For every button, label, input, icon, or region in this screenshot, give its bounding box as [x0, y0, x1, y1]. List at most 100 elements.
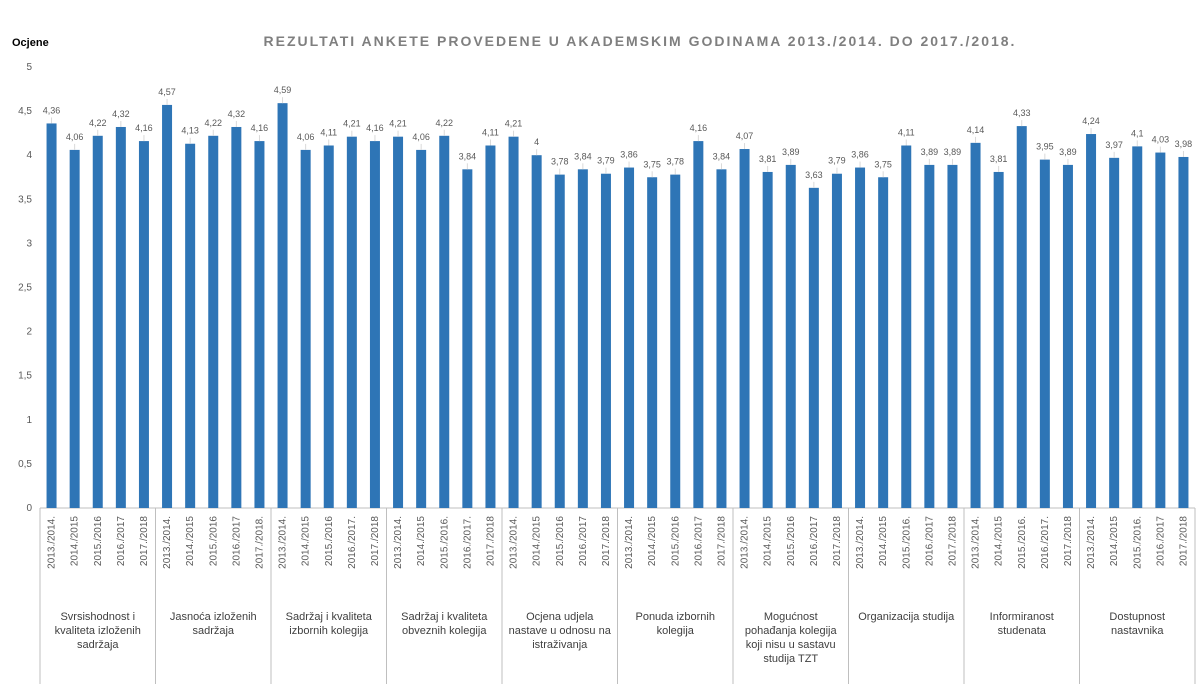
bar — [785, 164, 796, 509]
value-label: 3,78 — [666, 157, 684, 167]
bar — [1109, 157, 1120, 508]
value-label: 4,07 — [736, 131, 754, 141]
x-tick-label: 2015./2016 — [555, 516, 566, 566]
value-label: 3,95 — [1036, 142, 1054, 152]
value-label: 4,16 — [690, 123, 708, 133]
x-tick-label: 2015./2016. — [901, 516, 912, 569]
y-tick-label: 2 — [26, 327, 32, 338]
value-label: 3,79 — [828, 156, 846, 166]
value-label: 4,16 — [366, 123, 384, 133]
x-tick-label: 2016./2017 — [1155, 516, 1166, 566]
value-label: 4,06 — [66, 132, 84, 142]
group-label: Organizacija studija — [858, 611, 955, 623]
bar — [92, 135, 103, 508]
value-label: 3,75 — [874, 159, 892, 169]
bar — [508, 136, 519, 509]
x-tick-label: 2017./2018 — [832, 516, 843, 566]
value-label: 4,14 — [967, 125, 985, 135]
bar — [808, 187, 819, 509]
value-label: 3,84 — [713, 151, 731, 161]
value-label: 3,78 — [551, 157, 569, 167]
value-label: 3,75 — [643, 159, 661, 169]
bar — [162, 104, 173, 509]
x-tick-label: 2014./2015 — [416, 516, 427, 566]
value-label: 3,84 — [574, 151, 592, 161]
bar — [577, 169, 588, 508]
bar — [277, 103, 288, 509]
bar — [716, 169, 727, 508]
bar — [855, 167, 866, 508]
x-tick-label: 2013./2014. — [624, 516, 635, 569]
group-label: Mogućnost pohađanja kolegija koji nisu u… — [744, 611, 837, 665]
value-label: 4 — [534, 137, 539, 147]
bar — [231, 126, 242, 508]
value-label: 3,89 — [782, 147, 800, 157]
bar — [323, 145, 334, 509]
value-label: 4,1 — [1131, 128, 1144, 138]
bar — [393, 136, 404, 509]
group-label: Sadržaj i kvaliteta izbornih kolegija — [285, 611, 372, 637]
value-label: 3,89 — [944, 147, 962, 157]
x-tick-label: 2014./2015 — [1109, 516, 1120, 566]
value-label: 3,84 — [459, 151, 477, 161]
group-label: Svrsishodnost i kvaliteta izloženih sadr… — [54, 611, 141, 651]
bar — [1178, 156, 1189, 509]
bar — [115, 126, 126, 508]
y-tick-label: 4 — [26, 150, 32, 161]
value-label: 4,16 — [135, 123, 153, 133]
x-tick-label: 2016./2017. — [1040, 516, 1051, 569]
value-label: 4,59 — [274, 85, 292, 95]
value-label: 4,22 — [435, 118, 453, 128]
x-tick-label: 2013./2014. — [393, 516, 404, 569]
bar — [208, 135, 219, 508]
value-label: 3,81 — [990, 154, 1008, 164]
value-label: 4,11 — [320, 127, 337, 137]
y-tick-label: 5 — [26, 62, 32, 73]
bar — [739, 149, 750, 508]
value-label: 4,24 — [1082, 116, 1100, 126]
x-tick-label: 2014./2015 — [301, 516, 312, 566]
bar — [369, 141, 380, 508]
x-tick-label: 2015./2016 — [786, 516, 797, 566]
x-tick-label: 2013./2014. — [47, 516, 58, 569]
bar — [762, 171, 773, 508]
bar — [138, 141, 149, 508]
bar — [831, 173, 842, 509]
bar — [1016, 126, 1027, 509]
bar — [485, 145, 496, 509]
y-tick-label: 1 — [26, 415, 32, 426]
x-tick-label: 2015./2016. — [1132, 516, 1143, 569]
bar — [346, 136, 357, 509]
bar — [670, 174, 681, 508]
bar — [600, 173, 611, 509]
bar — [462, 169, 473, 508]
x-tick-label: 2017./2018 — [601, 516, 612, 566]
bar — [1132, 146, 1143, 508]
value-label: 3,86 — [620, 150, 638, 160]
x-tick-label: 2015./2016. — [1017, 516, 1028, 569]
y-tick-label: 1,5 — [18, 371, 32, 382]
bar — [254, 141, 265, 508]
value-label: 3,89 — [921, 147, 939, 157]
value-label: 3,98 — [1175, 139, 1193, 149]
x-tick-label: 2017./2018 — [716, 516, 727, 566]
x-tick-label: 2014./2015 — [647, 516, 658, 566]
group-label: Ponuda izbornih kolegija — [635, 611, 715, 637]
bar — [185, 143, 196, 508]
x-tick-label: 2016./2017 — [924, 516, 935, 566]
value-label: 4,03 — [1152, 135, 1170, 145]
value-label: 3,97 — [1105, 140, 1123, 150]
value-label: 3,79 — [597, 156, 615, 166]
x-tick-label: 2016./2017 — [231, 516, 242, 566]
y-tick-label: 3,5 — [18, 194, 32, 205]
x-tick-label: 2014./2015 — [185, 516, 196, 566]
bar — [901, 145, 912, 509]
group-label: Sadržaj i kvaliteta obveznih kolegija — [401, 611, 488, 637]
x-tick-label: 2016./2017 — [578, 516, 589, 566]
value-label: 3,63 — [805, 170, 823, 180]
y-tick-label: 3 — [26, 238, 32, 249]
x-tick-label: 2013./2014. — [509, 516, 520, 569]
bar — [1086, 134, 1097, 509]
